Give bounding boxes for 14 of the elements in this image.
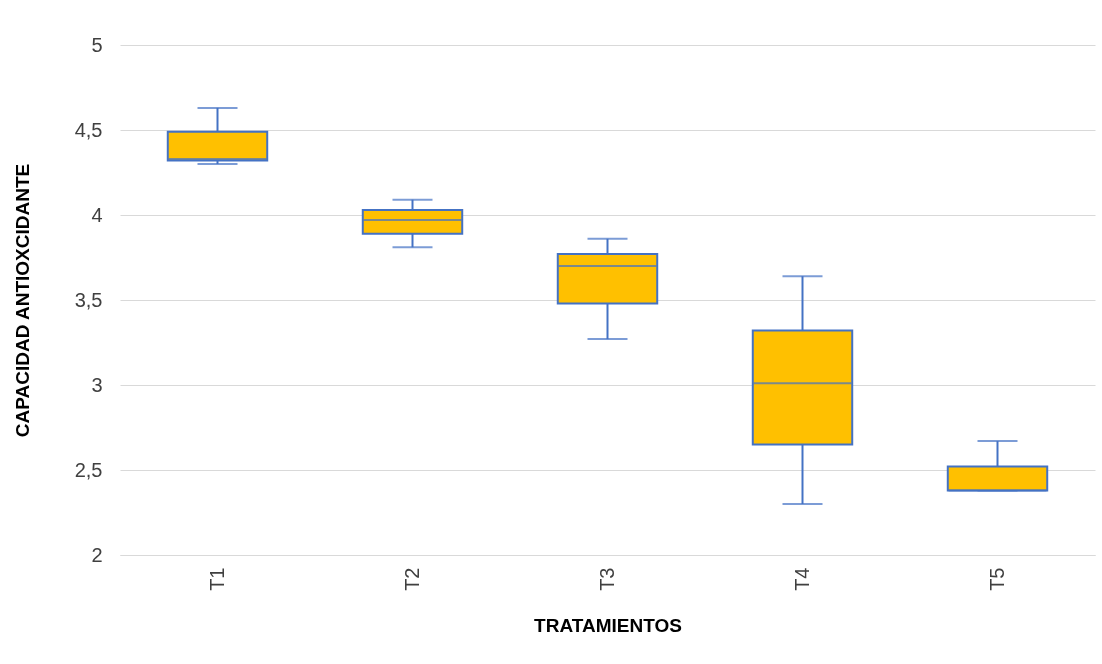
x-tick-label: T2 — [400, 567, 423, 591]
y-tick-label: 2,5 — [74, 458, 103, 481]
x-tick-label: T1 — [205, 567, 228, 591]
y-tick-label: 3,5 — [74, 288, 103, 311]
x-tick-label: T3 — [595, 567, 618, 591]
y-tick-label: 5 — [91, 33, 103, 56]
y-tick-label: 4 — [91, 203, 103, 226]
y-tick-label: 2 — [91, 543, 103, 566]
x-tick-label: T4 — [790, 567, 813, 591]
y-axis-title: CAPACIDAD ANTIOXCIDANTE — [11, 163, 33, 438]
x-axis-title: TRATAMIENTOS — [534, 614, 682, 636]
y-tick-label: 4,5 — [74, 118, 103, 141]
y-tick-label: 3 — [91, 373, 103, 396]
x-tick-label: T5 — [985, 567, 1008, 591]
